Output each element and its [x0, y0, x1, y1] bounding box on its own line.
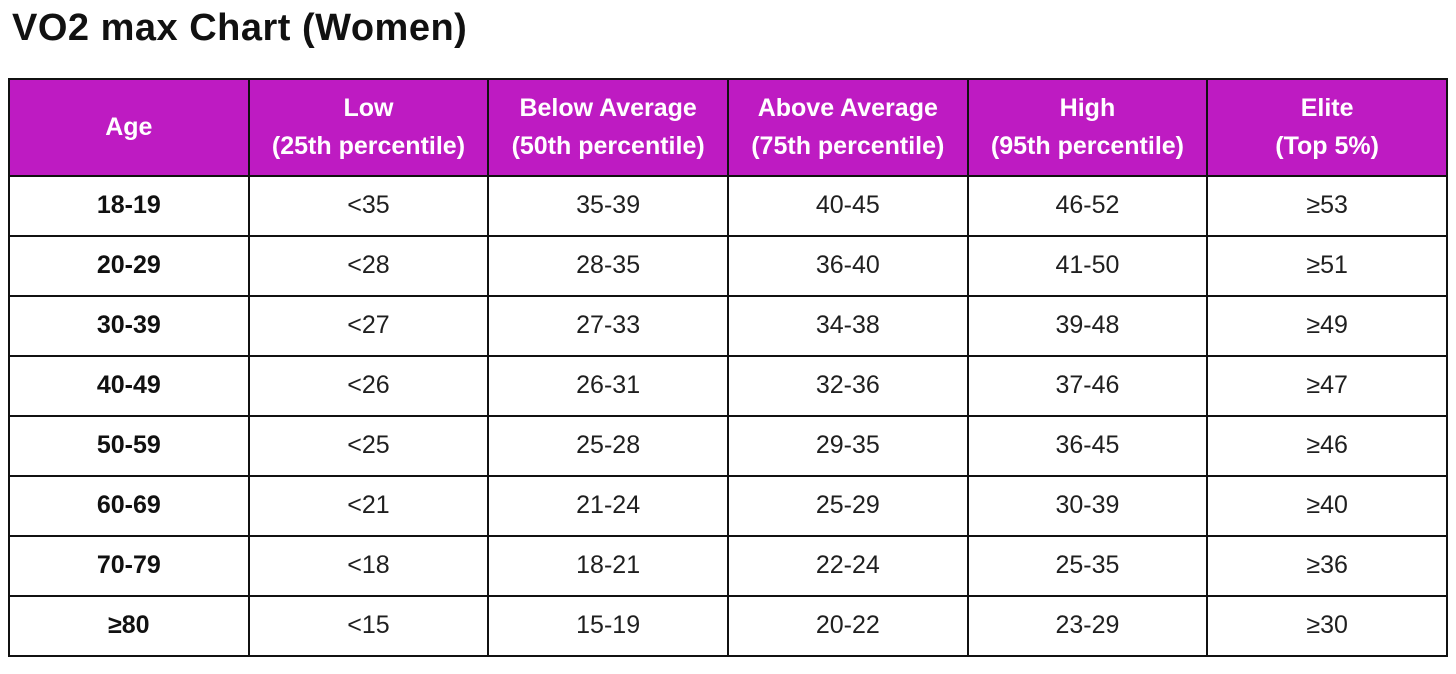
table-cell: <27 — [247, 294, 490, 357]
table-cell: 35-39 — [487, 174, 729, 237]
row-header-age: 30-39 — [8, 294, 250, 357]
table-cell: ≥51 — [1206, 234, 1448, 297]
table-cell: <15 — [247, 594, 490, 657]
table-cell: <25 — [247, 414, 490, 477]
table-cell: ≥53 — [1206, 174, 1448, 237]
table-cell: 36-45 — [966, 414, 1209, 477]
table-row: ≥80 <15 15-19 20-22 23-29 ≥30 — [8, 594, 1448, 657]
column-header-elite: Elite (Top 5%) — [1206, 77, 1448, 177]
table-cell: 46-52 — [966, 174, 1209, 237]
table-cell: 22-24 — [726, 534, 969, 597]
column-header-low: Low (25th percentile) — [247, 77, 490, 177]
table-cell: ≥46 — [1206, 414, 1448, 477]
table-body: 18-19 <35 35-39 40-45 46-52 ≥53 20-29 <28 28-35 3… — [8, 174, 1448, 657]
table-cell: ≥30 — [1206, 594, 1448, 657]
table-cell: 20-22 — [726, 594, 969, 657]
table-row: 50-59 <25 25-28 29-35 36-45 ≥46 — [8, 414, 1448, 477]
table-row: 30-39 <27 27-33 34-38 39-48 ≥49 — [8, 294, 1448, 357]
table-cell: 23-29 — [966, 594, 1209, 657]
row-header-age: 40-49 — [8, 354, 250, 417]
table-row: 20-29 <28 28-35 36-40 41-50 ≥51 — [8, 234, 1448, 297]
row-header-age: 18-19 — [8, 174, 250, 237]
column-header-below-average: Below Average (50th percentile) — [487, 77, 729, 177]
table-cell: ≥36 — [1206, 534, 1448, 597]
table-cell: 18-21 — [487, 534, 729, 597]
row-header-age: 60-69 — [8, 474, 250, 537]
table-cell: 40-45 — [726, 174, 969, 237]
page-title: VO2 max Chart (Women) — [12, 7, 468, 49]
table-cell: <28 — [247, 234, 490, 297]
table-cell: 29-35 — [726, 414, 969, 477]
table-row: 18-19 <35 35-39 40-45 46-52 ≥53 — [8, 174, 1448, 237]
table-cell: 39-48 — [966, 294, 1209, 357]
table-row: 70-79 <18 18-21 22-24 25-35 ≥36 — [8, 534, 1448, 597]
page: VO2 max Chart (Women) Age Low (25th perce… — [8, 7, 1448, 657]
row-header-age: 20-29 — [8, 234, 250, 297]
vo2max-table: Age Low (25th percentile) Below Average (5… — [8, 77, 1448, 657]
table-cell: 27-33 — [487, 294, 729, 357]
table-cell: 26-31 — [487, 354, 729, 417]
table-cell: 25-35 — [966, 534, 1209, 597]
row-header-age: 50-59 — [8, 414, 250, 477]
table-row: 60-69 <21 21-24 25-29 30-39 ≥40 — [8, 474, 1448, 537]
table-cell: ≥47 — [1206, 354, 1448, 417]
table-cell: 25-29 — [726, 474, 969, 537]
table-cell: ≥40 — [1206, 474, 1448, 537]
table-header-row: Age Low (25th percentile) Below Average (5… — [8, 77, 1448, 177]
table-cell: 21-24 — [487, 474, 729, 537]
table-cell: <18 — [247, 534, 490, 597]
column-header-above-average: Above Average (75th percentile) — [726, 77, 969, 177]
column-header-age: Age — [8, 77, 250, 177]
table-cell: 28-35 — [487, 234, 729, 297]
table-cell: 34-38 — [726, 294, 969, 357]
table-cell: <26 — [247, 354, 490, 417]
row-header-age: ≥80 — [8, 594, 250, 657]
table-cell: ≥49 — [1206, 294, 1448, 357]
table-cell: 41-50 — [966, 234, 1209, 297]
table-cell: 15-19 — [487, 594, 729, 657]
table-cell: <21 — [247, 474, 490, 537]
table-cell: 32-36 — [726, 354, 969, 417]
table-cell: <35 — [247, 174, 490, 237]
table-row: 40-49 <26 26-31 32-36 37-46 ≥47 — [8, 354, 1448, 417]
table-cell: 25-28 — [487, 414, 729, 477]
table-header: Age Low (25th percentile) Below Average (5… — [8, 77, 1448, 177]
column-header-high: High (95th percentile) — [966, 77, 1209, 177]
table-cell: 37-46 — [966, 354, 1209, 417]
row-header-age: 70-79 — [8, 534, 250, 597]
table-cell: 30-39 — [966, 474, 1209, 537]
table-cell: 36-40 — [726, 234, 969, 297]
